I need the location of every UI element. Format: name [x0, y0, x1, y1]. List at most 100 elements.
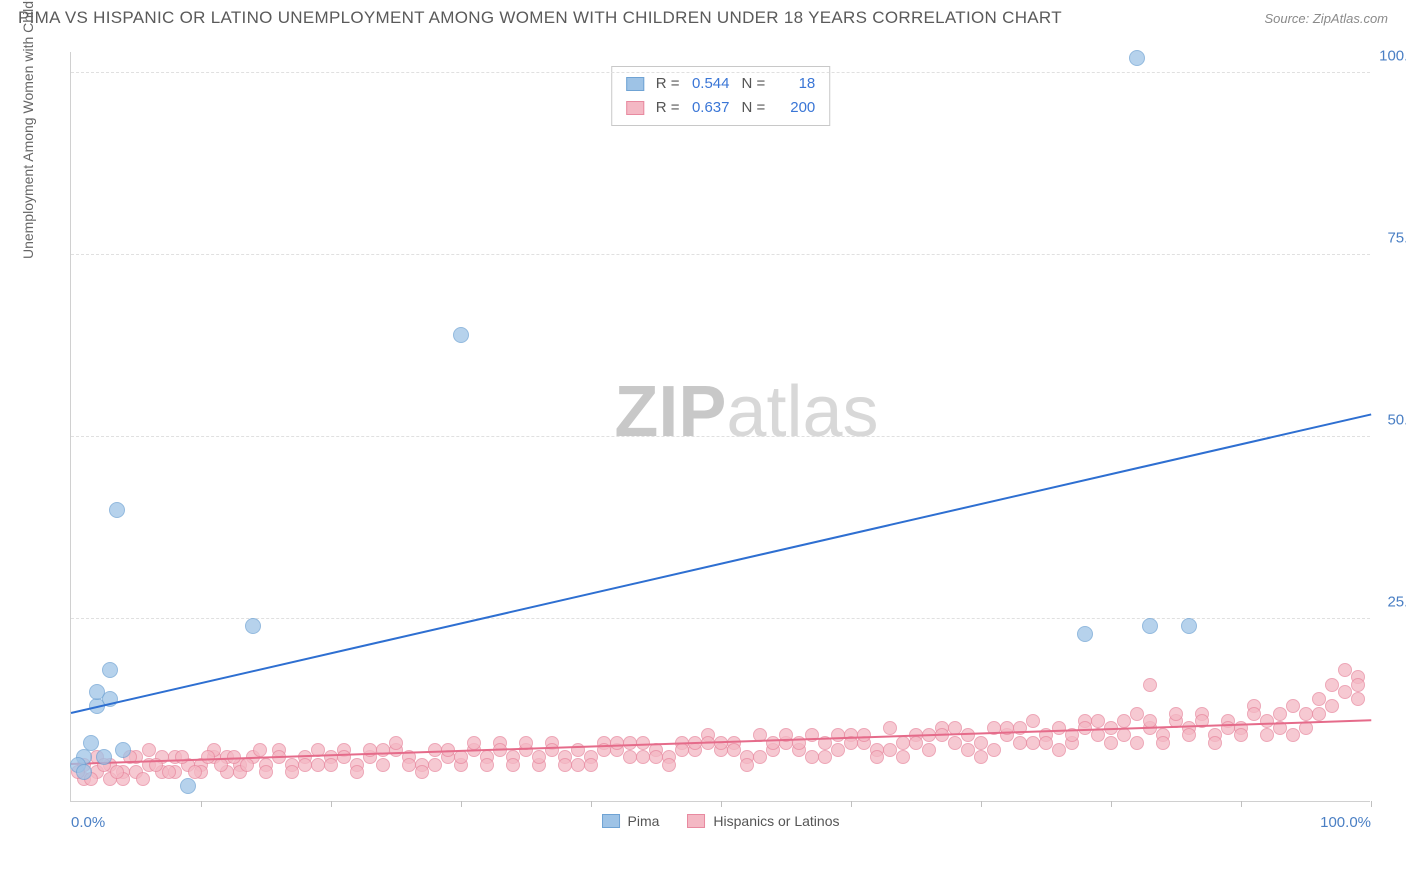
scatter-point	[753, 750, 767, 764]
legend-r-label: R =	[656, 96, 680, 120]
scatter-point	[109, 502, 125, 518]
y-axis-label: Unemployment Among Women with Children U…	[20, 0, 36, 259]
scatter-point	[948, 736, 962, 750]
y-tick-label: 25.0%	[1387, 593, 1406, 610]
scatter-point	[974, 736, 988, 750]
scatter-point	[376, 743, 390, 757]
scatter-point	[1351, 678, 1365, 692]
scatter-point	[1260, 714, 1274, 728]
trend-line	[71, 413, 1371, 713]
scatter-point	[1117, 728, 1131, 742]
legend-swatch	[626, 101, 644, 115]
legend-series-label: Hispanics or Latinos	[713, 813, 839, 829]
x-tick	[1111, 801, 1112, 807]
watermark: ZIPatlas	[614, 371, 878, 453]
scatter-point	[909, 736, 923, 750]
grid-line	[71, 254, 1370, 255]
scatter-point	[1325, 678, 1339, 692]
scatter-point	[740, 758, 754, 772]
scatter-point	[175, 750, 189, 764]
scatter-point	[311, 758, 325, 772]
scatter-point	[831, 728, 845, 742]
y-tick-label: 50.0%	[1387, 411, 1406, 428]
trend-line	[71, 719, 1371, 765]
scatter-point	[870, 750, 884, 764]
scatter-point	[1273, 707, 1287, 721]
scatter-point	[922, 743, 936, 757]
y-tick-label: 75.0%	[1387, 229, 1406, 246]
legend-correlation-row: R =0.544N =18	[626, 72, 816, 96]
scatter-point	[1338, 663, 1352, 677]
scatter-point	[180, 778, 196, 794]
scatter-point	[1130, 707, 1144, 721]
scatter-point	[110, 765, 124, 779]
scatter-point	[1299, 707, 1313, 721]
scatter-point	[831, 743, 845, 757]
scatter-point	[883, 743, 897, 757]
scatter-point	[636, 750, 650, 764]
scatter-point	[1169, 707, 1183, 721]
scatter-point	[558, 758, 572, 772]
x-tick	[721, 801, 722, 807]
scatter-point	[1156, 736, 1170, 750]
x-tick	[461, 801, 462, 807]
legend-n-label: N =	[742, 72, 766, 96]
scatter-point	[1142, 618, 1158, 634]
scatter-point	[96, 749, 112, 765]
scatter-point	[1129, 50, 1145, 66]
scatter-point	[1182, 728, 1196, 742]
scatter-point	[1286, 728, 1300, 742]
legend-series-item: Hispanics or Latinos	[687, 813, 839, 829]
scatter-point	[83, 735, 99, 751]
scatter-point	[259, 765, 273, 779]
scatter-point	[245, 618, 261, 634]
scatter-point	[896, 736, 910, 750]
scatter-point	[1312, 707, 1326, 721]
scatter-point	[506, 758, 520, 772]
x-tick	[1241, 801, 1242, 807]
scatter-point	[389, 736, 403, 750]
scatter-point	[337, 750, 351, 764]
scatter-point	[1208, 736, 1222, 750]
legend-swatch	[687, 814, 705, 828]
scatter-point	[818, 750, 832, 764]
scatter-point	[1286, 699, 1300, 713]
legend-series: Pima Hispanics or Latinos	[602, 813, 840, 829]
scatter-point	[142, 743, 156, 757]
scatter-point	[1026, 736, 1040, 750]
scatter-point	[76, 764, 92, 780]
scatter-point	[324, 758, 338, 772]
scatter-point	[532, 750, 546, 764]
scatter-point	[584, 758, 598, 772]
legend-swatch	[626, 77, 644, 91]
legend-n-value: 18	[773, 72, 815, 96]
scatter-point	[376, 758, 390, 772]
scatter-point	[428, 758, 442, 772]
scatter-point	[545, 743, 559, 757]
chart-header: PIMA VS HISPANIC OR LATINO UNEMPLOYMENT …	[0, 0, 1406, 34]
grid-line	[71, 618, 1370, 619]
scatter-point	[961, 743, 975, 757]
x-tick	[331, 801, 332, 807]
x-tick	[1371, 801, 1372, 807]
scatter-point	[675, 743, 689, 757]
scatter-point	[805, 750, 819, 764]
scatter-point	[115, 742, 131, 758]
scatter-point	[1351, 692, 1365, 706]
scatter-point	[188, 765, 202, 779]
legend-series-label: Pima	[628, 813, 660, 829]
scatter-point	[453, 327, 469, 343]
scatter-point	[766, 736, 780, 750]
scatter-point	[1026, 714, 1040, 728]
scatter-point	[454, 750, 468, 764]
scatter-point	[1091, 714, 1105, 728]
scatter-point	[415, 765, 429, 779]
scatter-point	[136, 772, 150, 786]
scatter-point	[974, 750, 988, 764]
scatter-point	[987, 743, 1001, 757]
plot-area: ZIPatlas R =0.544N =18R =0.637N =200 Pim…	[70, 52, 1370, 802]
scatter-point	[480, 758, 494, 772]
scatter-point	[1338, 685, 1352, 699]
scatter-point	[285, 765, 299, 779]
x-tick	[981, 801, 982, 807]
